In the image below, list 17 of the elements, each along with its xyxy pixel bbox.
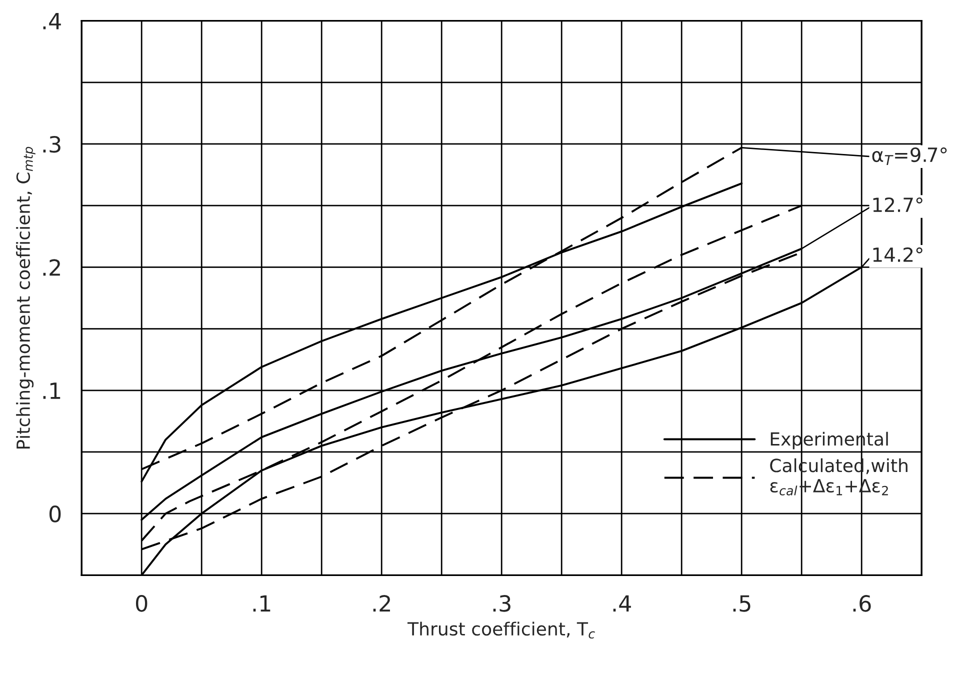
y-tick-label: .4 <box>43 13 61 30</box>
y-tick-label: .3 <box>43 136 60 153</box>
x-tick-label: .2 <box>373 595 390 612</box>
annotation: α$_{T}$=9.7° <box>872 147 947 166</box>
x-tick-label: 0 <box>136 595 148 612</box>
annotation: 12.7° <box>873 197 922 212</box>
y-tick-label: 0 <box>49 506 61 522</box>
x-tick-label: .6 <box>853 595 871 612</box>
y-tick-label: .1 <box>43 382 60 399</box>
x-axis-title: Thrust coefficient, T$_{c}$ <box>407 622 595 639</box>
x-tick-label: .3 <box>493 595 510 612</box>
y-tick-label: .2 <box>43 259 60 276</box>
annotation: 14.2° <box>873 247 922 262</box>
y-axis-title: Pitching-moment coefficient, C$_{mtp}$ <box>16 146 36 449</box>
x-tick-label: .1 <box>253 595 270 612</box>
x-tick-label: .4 <box>613 595 631 612</box>
x-tick-label: .5 <box>733 595 750 612</box>
